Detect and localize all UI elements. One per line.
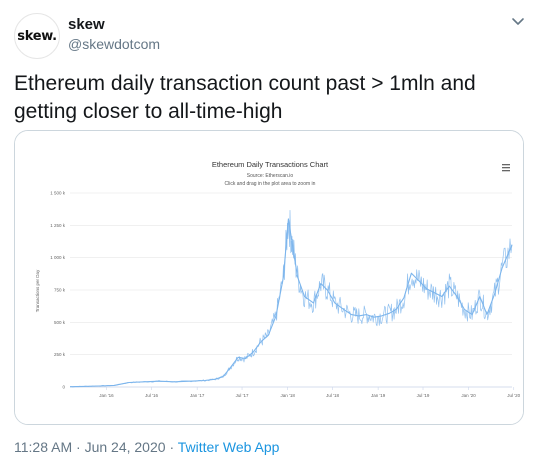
x-tick-label: Jul '18 (326, 393, 339, 398)
y-tick-label: 500 k (54, 320, 66, 325)
x-tick-label: Jul '20 (507, 393, 520, 398)
y-axis-label: Transactions per Day (35, 269, 40, 312)
display-name[interactable]: skew (68, 16, 105, 33)
y-tick-label: 0 (62, 385, 65, 390)
chart-subtitle: Source: Etherscan.io (247, 173, 294, 179)
x-axis-ticks: Jan '16 Jul '16 Jan '17 Jul '17 Jan '18 Jul '… (99, 387, 521, 398)
series-area (69, 210, 513, 388)
tweet-text: Ethereum daily transaction count past > … (14, 72, 476, 123)
dot-separator-2: · (169, 439, 175, 455)
chart-title: Ethereum Daily Transactions Chart (212, 160, 329, 169)
hamburger-menu-icon[interactable] (502, 164, 510, 172)
y-tick-label: 1 250 k (50, 223, 66, 228)
series-line-daily (70, 210, 513, 388)
y-tick-label: 250 k (54, 352, 66, 357)
chart-hint: Click and drag in the plot area to zoom … (225, 181, 316, 187)
x-tick-label: Jul '16 (145, 393, 158, 398)
avatar[interactable]: skew. (14, 13, 60, 59)
x-tick-label: Jan '16 (99, 393, 114, 398)
y-tick-label: 1 500 k (50, 191, 66, 196)
tweet-footer: 11:28 AM · Jun 24, 2020 · Twitter Web Ap… (14, 439, 279, 455)
chart: Ethereum Daily Transactions Chart Source… (15, 131, 523, 424)
tweet-time[interactable]: 11:28 AM (14, 439, 73, 455)
x-tick-label: Jul '19 (417, 393, 430, 398)
x-tick-label: Jan '17 (190, 393, 205, 398)
grid-lines (70, 192, 512, 388)
tweet-date[interactable]: Jun 24, 2020 (84, 439, 166, 455)
x-tick-label: Jan '19 (371, 393, 386, 398)
chevron-down-icon[interactable] (510, 14, 526, 30)
y-tick-label: 1 000 k (50, 255, 66, 260)
y-axis-ticks: 0 250 k 500 k 750 k 1 000 k 1 250 k 1 500 k (50, 191, 66, 390)
dot-separator-1: · (76, 439, 85, 455)
avatar-logo-text: skew. (17, 28, 57, 44)
x-tick-label: Jan '20 (461, 393, 476, 398)
chart-image-card[interactable]: Ethereum Daily Transactions Chart Source… (14, 130, 524, 425)
x-tick-label: Jan '18 (280, 393, 295, 398)
user-handle[interactable]: @skewdotcom (68, 36, 161, 52)
x-tick-label: Jul '17 (236, 393, 249, 398)
y-tick-label: 750 k (54, 288, 66, 293)
tweet-source-link[interactable]: Twitter Web App (177, 439, 280, 455)
